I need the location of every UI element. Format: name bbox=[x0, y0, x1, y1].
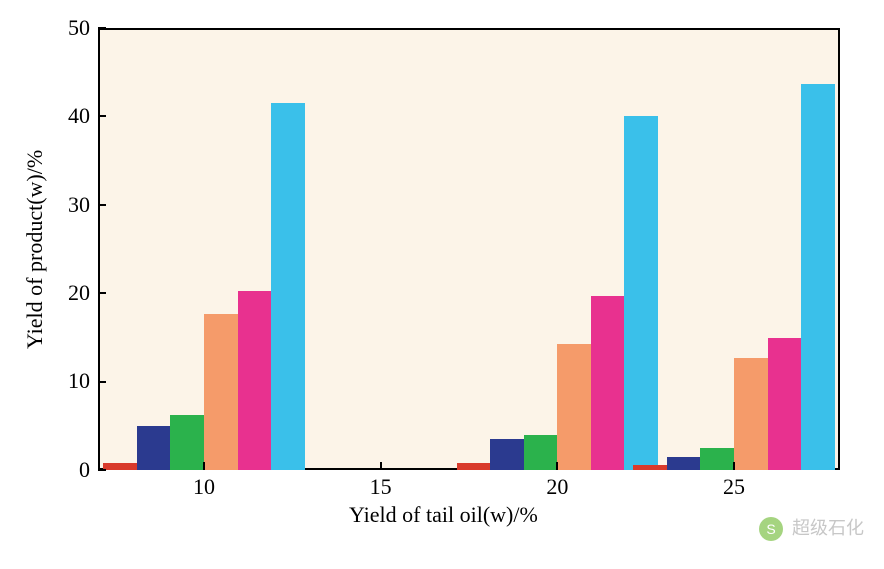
bar bbox=[137, 426, 171, 470]
bar bbox=[700, 448, 734, 470]
x-tick bbox=[556, 462, 558, 470]
bar bbox=[734, 358, 768, 470]
bar bbox=[204, 314, 238, 470]
y-tick bbox=[98, 115, 106, 117]
y-tick bbox=[98, 381, 106, 383]
bar bbox=[524, 435, 558, 470]
bar bbox=[557, 344, 591, 470]
bar bbox=[271, 103, 305, 470]
bar bbox=[624, 116, 658, 470]
bar bbox=[457, 463, 491, 470]
x-tick-label: 20 bbox=[532, 474, 582, 500]
y-tick bbox=[98, 27, 106, 29]
y-tick bbox=[98, 469, 106, 471]
bar bbox=[801, 84, 835, 470]
bar bbox=[490, 439, 524, 470]
bar bbox=[768, 338, 802, 470]
x-tick-label: 25 bbox=[709, 474, 759, 500]
y-axis-label: Yield of product(w)/% bbox=[22, 150, 48, 349]
bar bbox=[170, 415, 204, 470]
bar bbox=[103, 463, 137, 470]
bar bbox=[238, 291, 272, 470]
bar bbox=[591, 296, 625, 470]
y-tick bbox=[98, 292, 106, 294]
y-tick-label: 50 bbox=[40, 15, 90, 41]
y-tick bbox=[98, 204, 106, 206]
x-tick bbox=[380, 462, 382, 470]
x-tick bbox=[733, 462, 735, 470]
y-tick-label: 10 bbox=[40, 368, 90, 394]
watermark-icon: S bbox=[759, 517, 783, 541]
bar bbox=[633, 465, 667, 470]
x-tick-label: 15 bbox=[356, 474, 406, 500]
bar bbox=[667, 457, 701, 470]
y-tick-label: 40 bbox=[40, 103, 90, 129]
x-tick bbox=[203, 462, 205, 470]
x-axis-label: Yield of tail oil(w)/% bbox=[349, 502, 538, 528]
y-tick-label: 0 bbox=[40, 457, 90, 483]
x-tick-label: 10 bbox=[179, 474, 229, 500]
watermark: S 超级石化 bbox=[759, 514, 864, 541]
watermark-text: 超级石化 bbox=[792, 518, 864, 538]
